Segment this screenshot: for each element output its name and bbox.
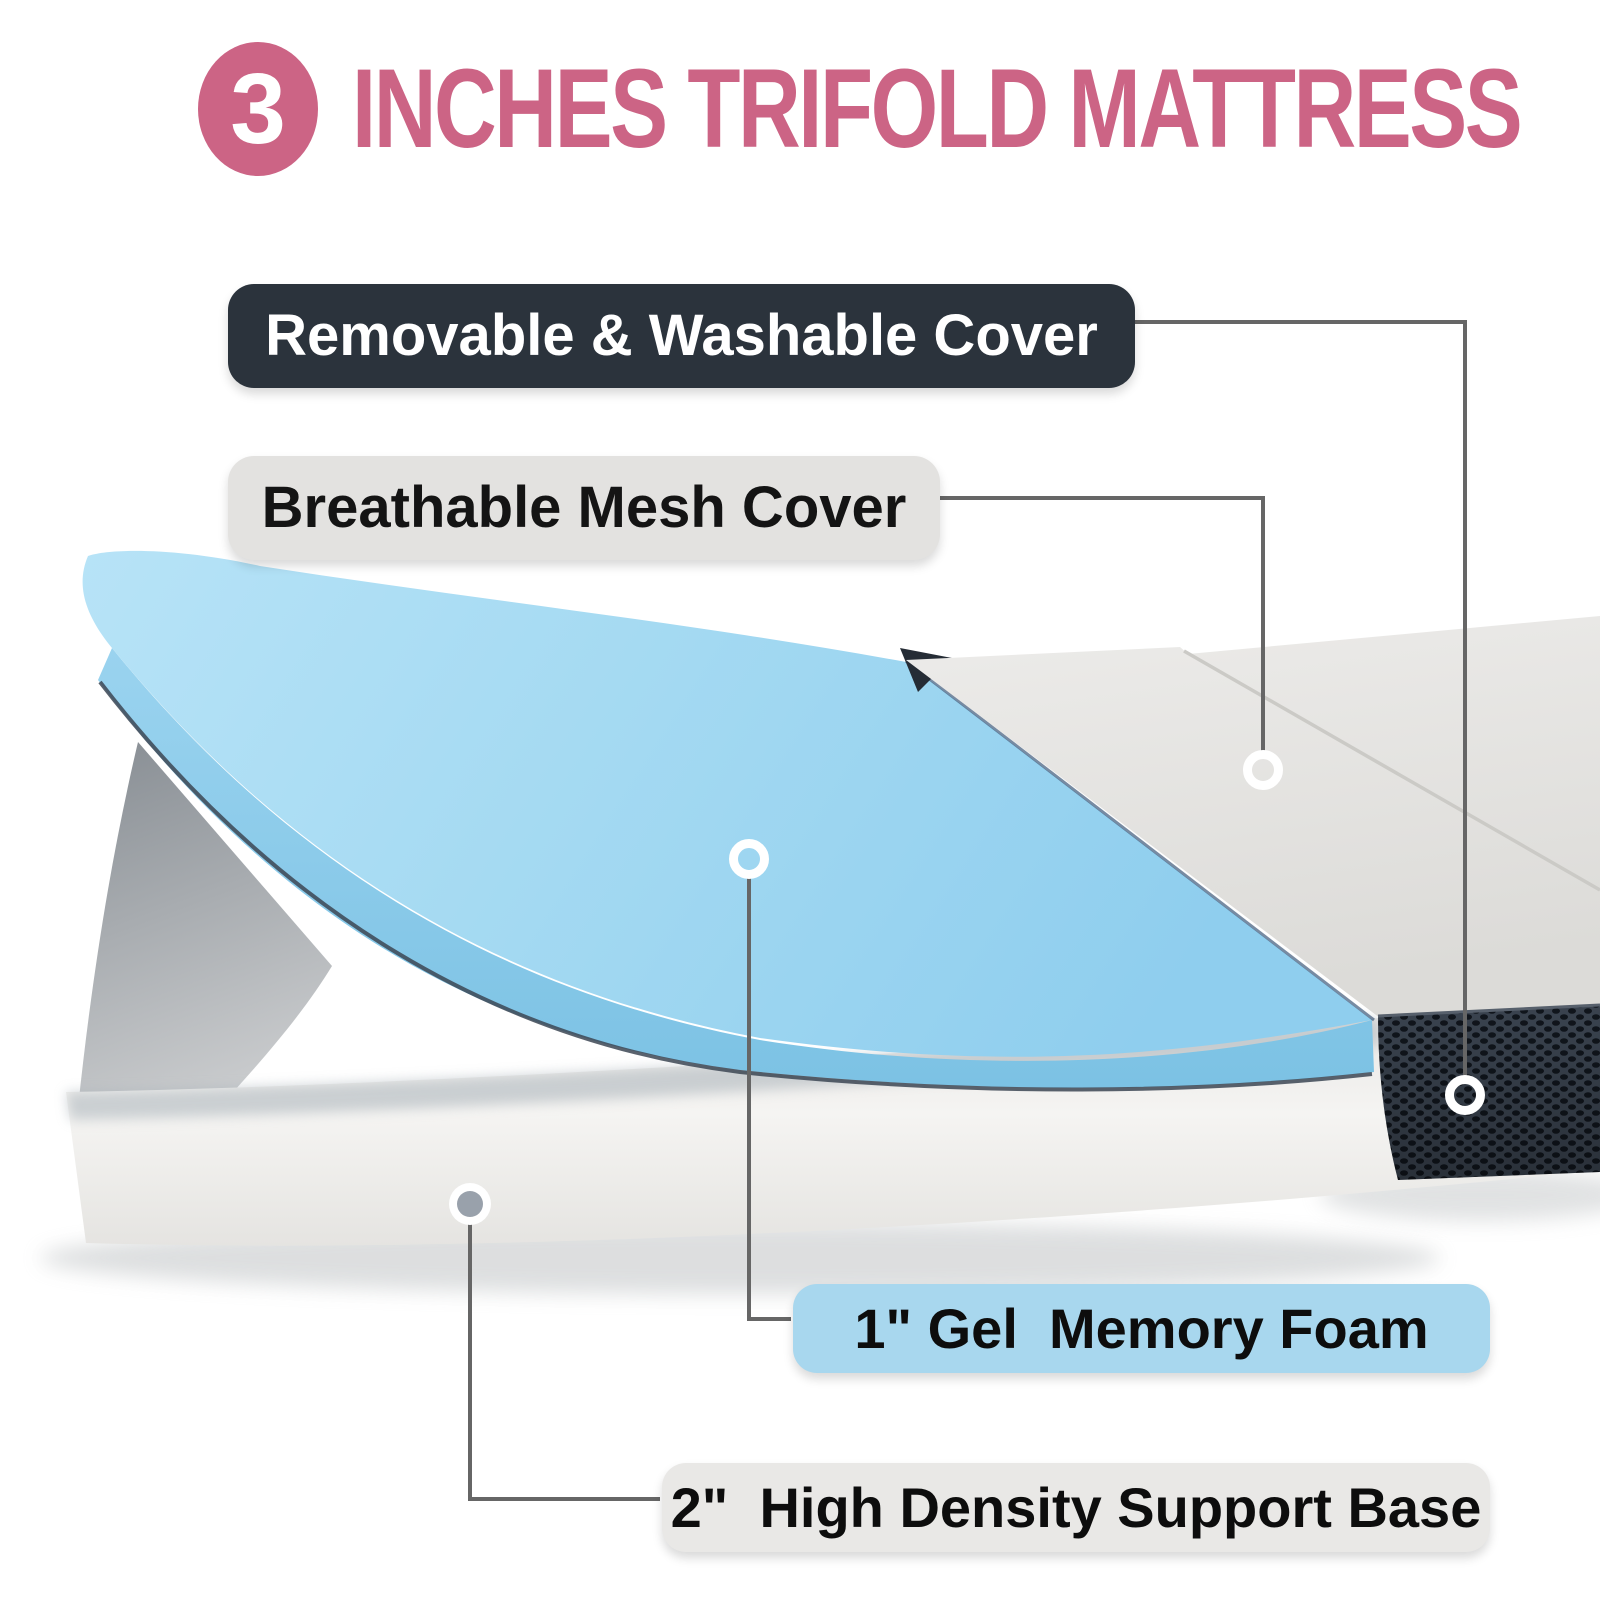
callout-gel-memory-foam: 1" Gel Memory Foam bbox=[793, 1284, 1490, 1373]
connector-removable-cover bbox=[1133, 320, 1467, 1076]
callout-breathable-mesh-cover-text: Breathable Mesh Cover bbox=[261, 475, 907, 540]
anchor-removable-cover bbox=[1445, 1075, 1485, 1115]
connector-support-base bbox=[468, 1224, 660, 1501]
thickness-badge-number: 3 bbox=[230, 52, 286, 165]
header: 3 INCHES TRIFOLD MATTRESS bbox=[198, 42, 1600, 176]
callout-high-density-support-base: 2" High Density Support Base bbox=[662, 1463, 1490, 1552]
mesh-top-highlight bbox=[1377, 1003, 1600, 1018]
trifold-seam bbox=[1183, 649, 1600, 892]
mesh-side-shading bbox=[1378, 1005, 1600, 1180]
page-title: INCHES TRIFOLD MATTRESS bbox=[352, 46, 1523, 172]
anchor-mesh-cover bbox=[1243, 750, 1283, 790]
callout-removable-washable-cover-text: Removable & Washable Cover bbox=[265, 303, 1098, 368]
anchor-support-base-inner bbox=[457, 1191, 483, 1217]
foam-underside-shadow-line bbox=[98, 680, 1373, 1092]
mesh-cover-surface bbox=[906, 616, 1600, 1018]
support-base-left-side bbox=[78, 742, 332, 1122]
foam-cover-boundary bbox=[905, 659, 1375, 1022]
gel-foam-layer bbox=[82, 550, 1373, 1057]
callout-high-density-support-base-text: 2" High Density Support Base bbox=[670, 1475, 1482, 1539]
callout-gel-memory-foam-text: 1" Gel Memory Foam bbox=[854, 1296, 1429, 1360]
callout-breathable-mesh-cover: Breathable Mesh Cover bbox=[228, 456, 940, 560]
connector-breathable-mesh bbox=[938, 496, 1265, 751]
connector-gel-foam bbox=[747, 878, 791, 1321]
thickness-badge: 3 bbox=[198, 42, 318, 176]
anchor-gel-foam bbox=[729, 839, 769, 879]
callout-removable-washable-cover: Removable & Washable Cover bbox=[228, 284, 1135, 388]
